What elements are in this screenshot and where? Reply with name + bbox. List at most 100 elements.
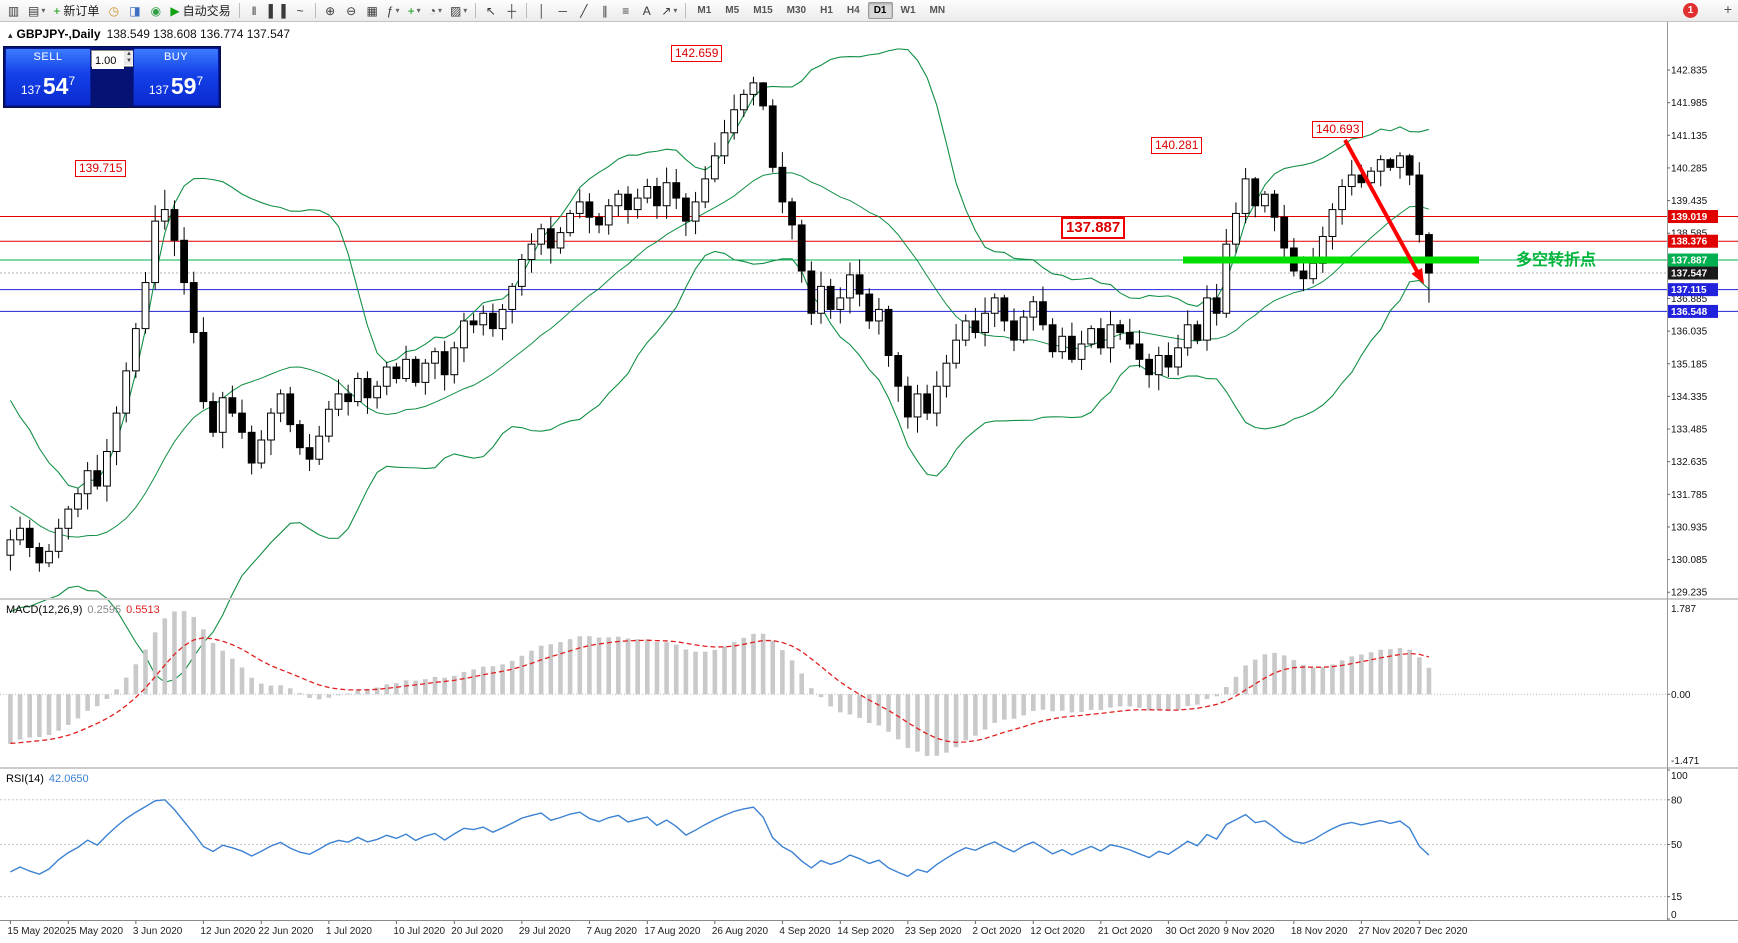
sell-price: 137547 [20, 73, 76, 99]
candle [1048, 324, 1057, 353]
candle [363, 378, 372, 399]
data-window-icon[interactable]: ◨ [129, 3, 141, 18]
sell-button[interactable]: SELL 137547 [5, 48, 91, 106]
ohlc-values: 138.549 138.608 136.774 137.547 [106, 27, 291, 41]
candle [353, 378, 362, 403]
candle [1039, 301, 1047, 326]
candle [286, 393, 295, 426]
candle [730, 109, 739, 134]
periods-icon[interactable]: ◔ ▾ [428, 3, 442, 18]
timeframe-m15[interactable]: M15 [753, 5, 773, 16]
macd-signal-line [10, 637, 1430, 745]
line-chart-icon[interactable]: ~ [296, 3, 304, 18]
candle [556, 232, 565, 249]
timeframe-mn[interactable]: MN [929, 5, 946, 16]
candle [1222, 243, 1231, 314]
panel-splitter[interactable] [0, 598, 1738, 600]
candle [1309, 262, 1318, 280]
date-label: 18 Nov 2020 [1291, 926, 1348, 937]
channel-icon[interactable]: ∥ [601, 3, 608, 18]
volume-input[interactable] [92, 53, 124, 69]
candle [778, 166, 787, 203]
navigator-icon[interactable]: ◉ [150, 3, 162, 18]
price-callout[interactable]: 140.281 [1151, 137, 1203, 154]
date-label: 20 Jul 2020 [451, 926, 503, 937]
timeframe-h4[interactable]: H4 [846, 5, 860, 16]
templates-icon[interactable]: ▨ ▾ [449, 3, 468, 18]
bar-chart-icon[interactable]: ‖ [251, 3, 257, 18]
candle [546, 228, 555, 249]
annotation-text[interactable]: 多空转折点 [1516, 252, 1597, 269]
candle [151, 220, 160, 284]
crosshair-icon[interactable]: ┼ [507, 3, 517, 18]
candle [25, 527, 34, 549]
candle [170, 209, 179, 241]
horizontal-line-icon[interactable]: ─ [558, 3, 568, 18]
chart-canvas[interactable]: 142.835 141.985 141.135 140.285 139.435 138.5… [0, 22, 1738, 943]
candle [846, 274, 854, 299]
price-callout[interactable]: 139.715 [75, 160, 127, 177]
candle [83, 470, 92, 495]
candle [1019, 316, 1028, 341]
rsi-label: RSI(14) 42.0650 [6, 773, 94, 785]
candle [749, 82, 758, 95]
candle [209, 401, 217, 433]
price-callout[interactable]: 140.693 [1312, 121, 1364, 138]
price-callout[interactable]: 142.659 [671, 45, 723, 62]
support-zone-segment[interactable] [1183, 256, 1479, 264]
trendline-icon[interactable]: ╱ [580, 3, 588, 18]
volume-increase-icon[interactable]: ▲ [124, 51, 134, 58]
timeframe-h1[interactable]: H1 [820, 5, 833, 16]
candlestick-chart-icon[interactable]: ▌▐ [268, 3, 286, 18]
candle [373, 385, 382, 399]
chart-profiles-icon[interactable]: ▤ ▾ [28, 3, 46, 18]
date-label: 4 Sep 2020 [779, 926, 831, 937]
market-watch-icon[interactable]: ◷ [108, 3, 120, 18]
arrows-icon[interactable]: ↗ ▾ [661, 3, 678, 18]
candle [826, 285, 835, 310]
candle [1068, 335, 1076, 360]
candle [218, 397, 227, 433]
volume-decrease-icon[interactable]: ▼ [124, 58, 134, 65]
candle [884, 308, 893, 357]
timeframe-m30[interactable]: M30 [786, 5, 807, 16]
candle [296, 424, 304, 449]
candle [517, 259, 526, 287]
candle [1299, 270, 1308, 280]
vertical-line-icon[interactable]: │ [538, 3, 546, 18]
candle [614, 193, 623, 207]
add-indicator-icon[interactable]: + ▾ [407, 3, 421, 18]
timeframe-m5[interactable]: M5 [725, 5, 740, 16]
candle [990, 297, 999, 314]
chart-title: ▴ GBPJPY-,Daily 138.549 138.608 136.774 13… [8, 27, 290, 41]
price-axis-label: 131.785 [1671, 490, 1708, 501]
price-callout[interactable]: 137.887 [1061, 217, 1126, 239]
candle [1241, 178, 1250, 214]
buy-button[interactable]: BUY 137597 [133, 48, 219, 106]
zoom-in-icon[interactable]: ⊕ [325, 3, 336, 18]
new-order-button[interactable]: + 新订单 [53, 3, 100, 18]
candle [6, 539, 15, 556]
zoom-out-icon[interactable]: ⊖ [346, 3, 357, 18]
indicators-icon[interactable]: ƒ ▾ [386, 3, 400, 18]
candle [855, 274, 864, 295]
fibonacci-icon[interactable]: ≡ [622, 3, 630, 18]
toolbar-expand-icon[interactable]: + [1723, 1, 1732, 17]
candle [923, 393, 932, 414]
notification-badge[interactable]: 1 [1683, 3, 1698, 18]
timeframe-w1[interactable]: W1 [900, 5, 916, 16]
text-icon[interactable]: A [642, 3, 651, 18]
candle [894, 355, 903, 387]
tile-windows-icon[interactable]: ▦ [366, 3, 378, 18]
cursor-icon[interactable]: ↖ [485, 3, 496, 18]
timeframe-d1[interactable]: D1 [867, 2, 893, 19]
date-label: 3 Jun 2020 [133, 926, 183, 937]
new-chart-icon[interactable]: ▥ [7, 3, 20, 18]
candle [604, 205, 613, 226]
panel-splitter[interactable] [0, 767, 1738, 769]
timeframe-m1[interactable]: M1 [697, 5, 712, 16]
svg-text:136.548: 136.548 [1671, 307, 1708, 318]
trend-arrow[interactable] [1343, 139, 1421, 277]
candle [903, 385, 912, 418]
autotrading-button[interactable]: ▶ 自动交易 [170, 3, 231, 18]
